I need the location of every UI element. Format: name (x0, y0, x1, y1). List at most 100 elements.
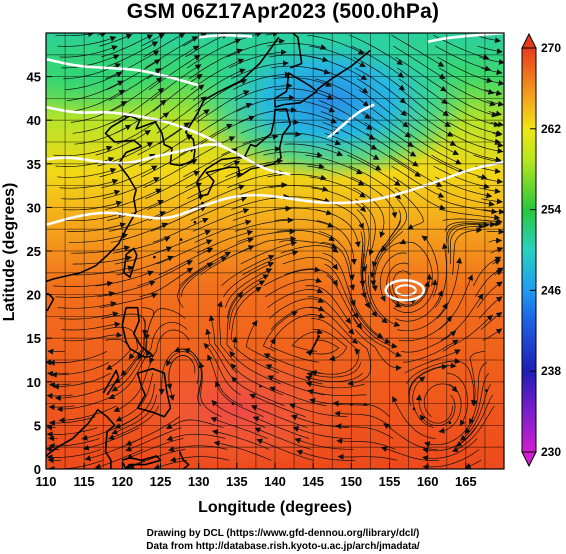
streamline (307, 296, 355, 335)
streamline (250, 405, 308, 428)
streamline (61, 54, 120, 69)
height-contour (427, 33, 504, 43)
streamline (111, 394, 158, 435)
streamline (156, 239, 213, 265)
height-contour (46, 57, 200, 87)
streamline (154, 229, 212, 254)
streamline (263, 266, 321, 287)
streamline (318, 100, 373, 130)
island-dot (485, 389, 488, 392)
streamline (214, 380, 264, 418)
y-tick-label: 0 (34, 462, 41, 477)
streamline (437, 56, 493, 84)
streamline (236, 228, 296, 243)
x-axis-label: Longitude (degrees) (198, 499, 352, 516)
streamline (177, 262, 214, 308)
y-tick-label: 30 (27, 200, 41, 215)
streamline (139, 134, 193, 167)
streamline (236, 94, 295, 112)
streamline (452, 143, 502, 163)
y-tick-label: 5 (34, 418, 41, 433)
height-contour (197, 33, 253, 39)
coastline-segment (123, 247, 138, 278)
streamline (63, 200, 123, 211)
streamline (194, 78, 248, 112)
streamline (165, 419, 224, 429)
y-tick-label: 10 (27, 375, 41, 390)
colorbar-tick-label: 238 (541, 364, 561, 378)
streamline (444, 220, 502, 232)
coastline-segment (178, 451, 190, 469)
streamline (360, 231, 367, 299)
streamline (464, 459, 482, 469)
streamline (101, 34, 154, 58)
streamline (358, 220, 366, 287)
streamline (311, 187, 366, 213)
streamline (408, 362, 457, 395)
streamline (125, 427, 182, 452)
streamline (291, 328, 324, 352)
island-dot (153, 255, 156, 259)
streamline (307, 165, 365, 186)
streamline (179, 251, 232, 287)
streamline (99, 33, 133, 47)
streamline (166, 433, 226, 442)
streamline (196, 229, 254, 254)
streamline (396, 67, 448, 105)
streamline (95, 270, 154, 287)
streamline (185, 33, 228, 58)
streamline (53, 145, 113, 157)
streamline (326, 143, 382, 171)
streamline (242, 131, 302, 145)
streamline (56, 394, 115, 413)
streamline (146, 182, 203, 210)
colorbar-tick-label: 262 (541, 122, 561, 136)
streamline (392, 270, 417, 305)
streamline (185, 160, 241, 189)
streamline (152, 73, 203, 112)
streamline (210, 416, 268, 439)
streamline (482, 328, 503, 341)
streamline (169, 456, 230, 463)
streamline (305, 154, 363, 175)
lat-lon-grid (46, 33, 504, 469)
streamline (309, 397, 369, 407)
streamline (450, 223, 485, 265)
streamline (422, 438, 478, 462)
streamline (393, 45, 446, 80)
streamline (469, 350, 485, 407)
streamline (230, 60, 289, 80)
streamline (355, 198, 376, 256)
streamline (305, 339, 340, 357)
height-contour (46, 143, 291, 176)
streamline (305, 381, 365, 389)
y-tick-label: 45 (27, 70, 41, 85)
x-tick-label: 120 (111, 474, 133, 489)
colorbar: 230 238 246 254 262 270 (521, 32, 561, 468)
streamline (211, 429, 270, 450)
colorbar-max-arrow (521, 32, 537, 49)
x-tick-label: 130 (188, 474, 210, 489)
colorbar-tick-label: 270 (541, 41, 561, 55)
streamline (440, 209, 501, 221)
streamline (57, 301, 117, 309)
x-tick-label: 125 (150, 474, 172, 489)
streamline (400, 89, 451, 127)
coastline-segment (274, 72, 318, 108)
streamline (61, 189, 121, 200)
streamline (50, 361, 110, 378)
streamline (337, 453, 398, 461)
island-dot (310, 349, 313, 353)
streamline (63, 331, 123, 342)
streamline (272, 312, 325, 341)
streamline (57, 36, 117, 47)
credit-drawing: Drawing by DCL (https://www.gfd-dennou.o… (146, 528, 420, 539)
island-dot (259, 384, 262, 388)
colorbar-min-arrow (521, 451, 537, 468)
streamline (70, 245, 131, 254)
streamline (54, 383, 113, 401)
streamline (415, 394, 453, 424)
streamline (440, 293, 484, 341)
y-tick-label: 40 (27, 113, 41, 128)
